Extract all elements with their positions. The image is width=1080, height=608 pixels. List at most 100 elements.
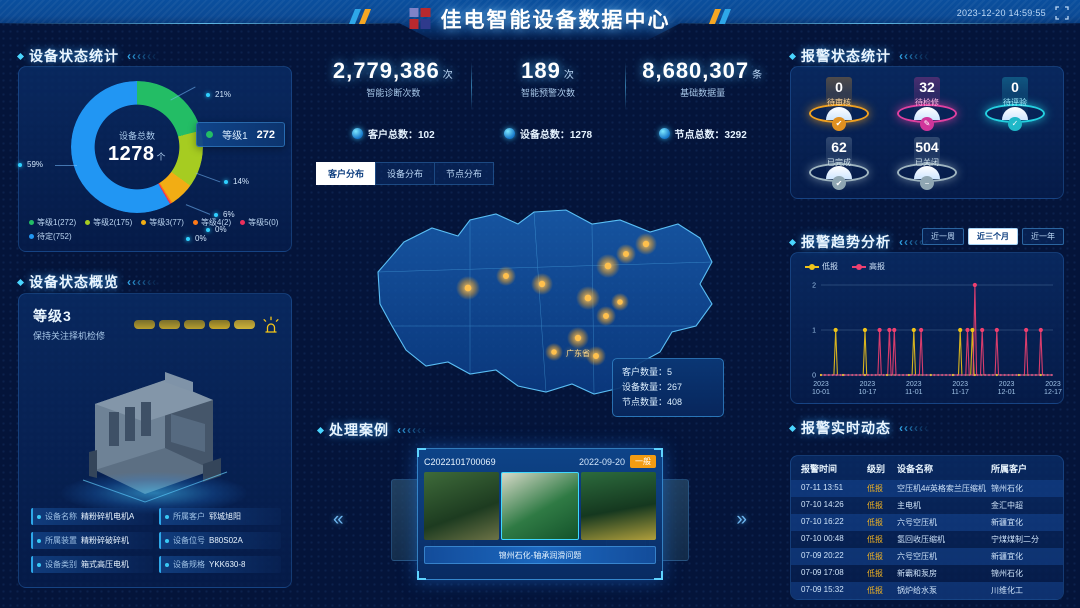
callout-pct-6: 6% xyxy=(214,210,235,219)
case-photo[interactable] xyxy=(501,472,579,540)
alarm-orb-completed[interactable]: 62 已完成 ✔ xyxy=(795,133,883,193)
svg-text:2023: 2023 xyxy=(1045,381,1061,388)
alarm-live-panel[interactable]: 报警时间 级别 设备名称 所属客户 07-11 13:51 低报 空压机4#英格索兰… xyxy=(790,455,1064,600)
donut-legend: 等级1(272) 等级2(175) 等级3(77) 等级4(2) 等级5(0) … xyxy=(29,217,287,242)
svg-text:11-01: 11-01 xyxy=(905,389,922,396)
table-row[interactable]: 07-10 14:26 低报 主电机 金汇中超 xyxy=(791,497,1063,514)
header-texture xyxy=(0,0,1080,23)
svg-text:2023: 2023 xyxy=(813,381,829,388)
sub-kpi-row: 客户总数：102 设备总数：1278 节点总数：3292 xyxy=(316,126,780,141)
check-icon: ✔ xyxy=(831,116,846,131)
table-row[interactable]: 07-10 00:48 低报 氢回收压缩机 宁煤煤制二分 xyxy=(791,531,1063,548)
title-dot-icon xyxy=(788,52,797,60)
tab-last-three-months[interactable]: 近三个月 xyxy=(968,228,1018,245)
tooltip-node-count: 节点数量：408 xyxy=(622,397,683,407)
legend-item[interactable]: 等级4(2) xyxy=(192,217,231,228)
svg-text:1: 1 xyxy=(812,328,816,335)
tab-device-distribution[interactable]: 设备分布 xyxy=(375,162,435,185)
map-hotspots xyxy=(456,233,657,366)
cell-time: 07-09 15:32 xyxy=(801,585,844,594)
globe-icon xyxy=(351,128,363,139)
case-date: 2022-09-20 xyxy=(578,456,625,467)
cell-device: 六号空压机 xyxy=(897,552,937,561)
wrench-icon: ✎ xyxy=(919,116,934,131)
column-header-level: 级别 xyxy=(867,464,886,474)
cell-customer: 新疆宜化 xyxy=(991,518,1023,527)
table-row[interactable]: 07-09 17:08 低报 新霸和泵房 锦州石化 xyxy=(791,565,1063,582)
tooltip-color-dot xyxy=(206,131,214,138)
device-status-panel: 设备总数 1278 个 21% 14% 6% 0% 0% 59% 等级1 272 … xyxy=(17,66,292,252)
title-dot-icon xyxy=(788,424,797,432)
case-severity-badge: 一般 xyxy=(630,455,656,468)
cell-time: 07-10 00:48 xyxy=(801,534,844,543)
device-status-title: 设备状态统计 ‹ ‹ ‹ ‹ ‹ ‹ xyxy=(16,46,156,66)
legend-item[interactable]: 等级2(175) xyxy=(85,217,132,228)
cell-customer: 宁煤煤制二分 xyxy=(991,535,1039,544)
tab-node-distribution[interactable]: 节点分布 xyxy=(434,162,495,185)
legend-low-alarm[interactable]: 低报 xyxy=(805,261,838,272)
legend-item[interactable]: 等级3(77) xyxy=(141,217,184,228)
column-header-customer: 所属客户 xyxy=(991,464,1028,474)
cell-customer: 金汇中超 xyxy=(991,501,1023,510)
corner-decor xyxy=(654,571,663,580)
legend-high-alarm[interactable]: 高报 xyxy=(852,261,885,272)
table-header-row: 报警时间 级别 设备名称 所属客户 xyxy=(791,456,1063,480)
trend-range-tabs[interactable]: 近一周 近三个月 近一年 xyxy=(922,228,1064,245)
legend-item[interactable]: 待定(752) xyxy=(29,231,72,242)
corner-decor xyxy=(654,448,663,457)
case-photo[interactable] xyxy=(580,472,656,540)
cell-level: 低报 xyxy=(867,535,883,544)
device-status-donut-chart[interactable]: 设备总数 1278 个 xyxy=(71,81,203,213)
title-dot-icon xyxy=(316,426,325,434)
cell-time: 07-09 20:22 xyxy=(801,551,844,560)
legend-item[interactable]: 等级1(272) xyxy=(29,217,76,228)
legend-item[interactable]: 等级5(0) xyxy=(240,217,278,228)
svg-text:2023: 2023 xyxy=(906,381,922,388)
case-id: C2022101700069 xyxy=(424,456,496,467)
fullscreen-icon[interactable] xyxy=(1055,6,1069,20)
alarm-orb-closed[interactable]: 504 已关闭 − xyxy=(883,133,971,193)
trend-legend: 低报 高报 xyxy=(805,261,885,272)
device-level-text: 等级3 保持关注择机检修 xyxy=(33,306,105,342)
cell-time: 07-10 16:22 xyxy=(801,517,844,526)
table-row[interactable]: 07-07 16:32低报罗茨风机吉化瀚阳 xyxy=(791,599,1063,600)
tab-customer-distribution[interactable]: 客户分布 xyxy=(316,162,376,185)
case-photos xyxy=(424,472,656,540)
alarm-status-orbs: 0 待审核 ✔ 32 待检修 ✎ 0 待评验 ✓ xyxy=(795,73,1059,192)
cell-device: 主电机 xyxy=(897,501,921,510)
corner-decor xyxy=(417,448,426,457)
alarm-orb-pending-verify[interactable]: 0 待评验 ✓ xyxy=(971,73,1059,133)
sub-kpi-item: 节点总数：3292 xyxy=(625,126,780,141)
table-row[interactable]: 07-11 13:51 低报 空压机4#英格索兰压缩机 锦州石化 xyxy=(791,480,1063,497)
corner-decor xyxy=(417,571,426,580)
case-detail-card[interactable]: C2022101700069 2022-09-20 一般 锦州石化-轴承润滑问题 xyxy=(417,448,663,580)
table-row[interactable]: 07-10 16:22 低报 六号空压机 新疆宜化 xyxy=(791,514,1063,531)
kpi-card: 2,779,386 次 智能诊断次数 xyxy=(332,58,454,98)
column-header-time: 报警时间 xyxy=(801,464,838,474)
chevron-left-icon[interactable]: « xyxy=(333,509,344,530)
alarm-orb-pending-repair[interactable]: 32 待检修 ✎ xyxy=(883,73,971,133)
case-photo[interactable] xyxy=(424,472,500,540)
chevrons-icon: ‹‹‹‹‹‹ xyxy=(899,49,928,63)
china-map[interactable] xyxy=(320,180,770,430)
table-row[interactable]: 07-09 15:32 低报 锅炉给水泵 川维化工 xyxy=(791,582,1063,599)
callout-pct-21: 21% xyxy=(205,90,232,99)
alarm-status-panel: 0 待审核 ✔ 32 待检修 ✎ 0 待评验 ✓ xyxy=(790,66,1064,199)
tab-last-week[interactable]: 近一周 xyxy=(922,228,964,245)
cell-customer: 川维化工 xyxy=(991,586,1023,595)
table-row[interactable]: 07-09 20:22 低报 六号空压机 新疆宜化 xyxy=(791,548,1063,565)
kpi-card: 8,680,307 条 基础数据量 xyxy=(625,58,780,118)
spec-item: 所属客户 郓城旭阳 xyxy=(159,508,281,525)
kpi-card: 189 次 智能预警次数 xyxy=(470,58,626,118)
cell-device: 新霸和泵房 xyxy=(897,569,937,578)
callout-pct-0a: 0% xyxy=(206,225,227,234)
china-map-svg xyxy=(377,209,713,395)
globe-icon xyxy=(658,128,670,139)
chevron-right-icon[interactable]: » xyxy=(736,509,747,530)
alarm-orb-pending-review[interactable]: 0 待审核 ✔ xyxy=(795,73,883,133)
map-tab-group[interactable]: 客户分布 设备分布 节点分布 xyxy=(316,162,495,185)
device-level-value: 等级3 xyxy=(33,308,72,324)
case-header: C2022101700069 2022-09-20 一般 xyxy=(424,455,656,468)
tab-last-year[interactable]: 近一年 xyxy=(1022,228,1064,245)
spec-item: 设备位号 B80S02A xyxy=(159,532,281,549)
